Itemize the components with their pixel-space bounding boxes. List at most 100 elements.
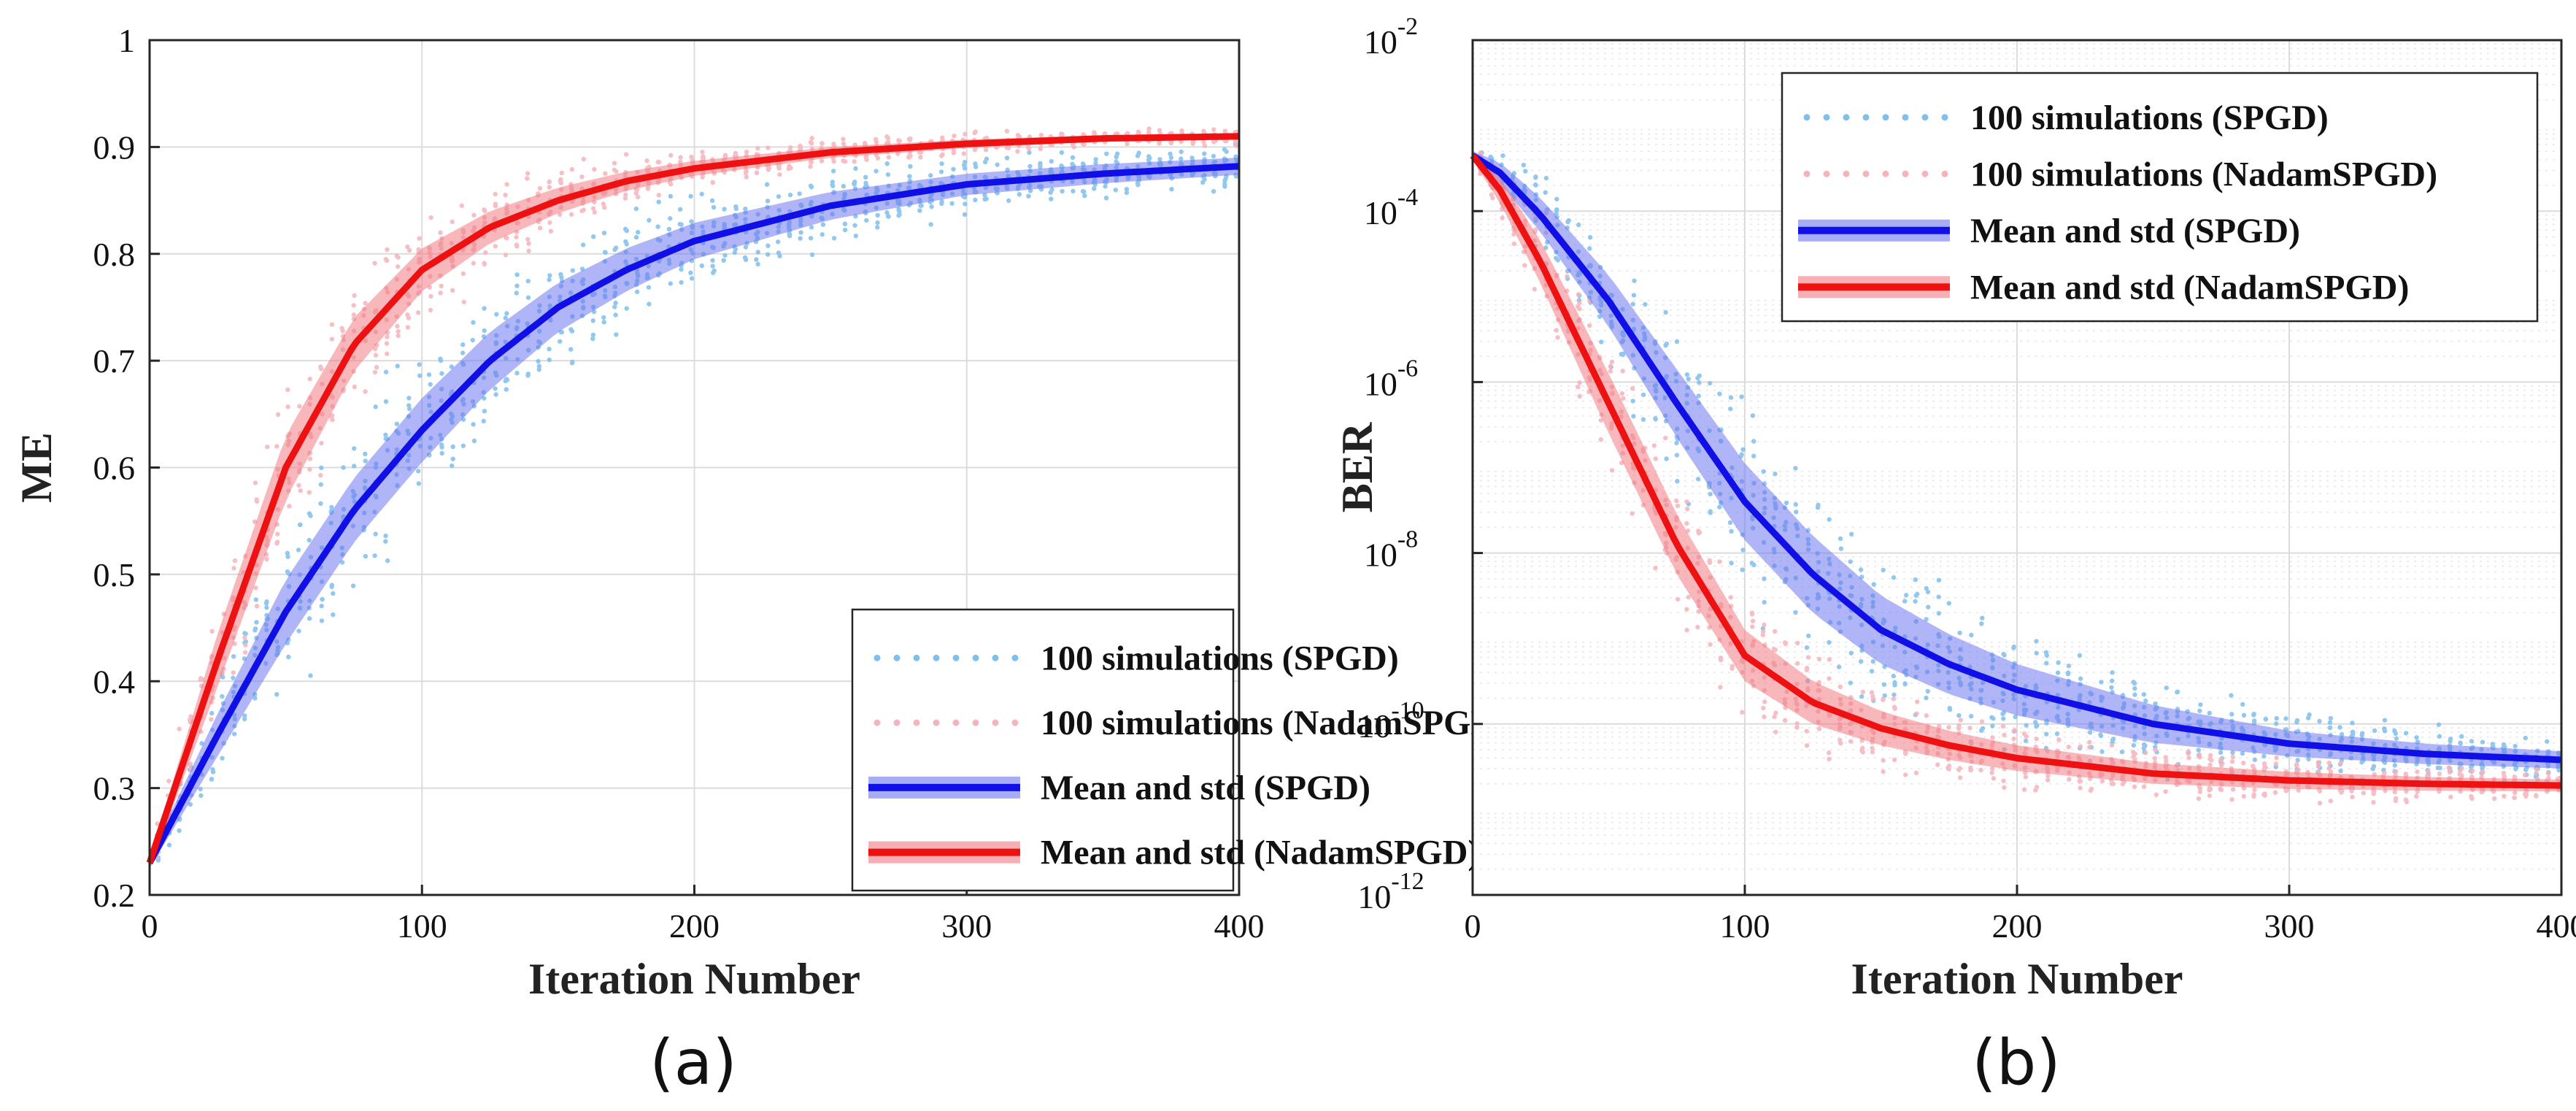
simulation-point [951, 166, 956, 172]
simulation-point [1728, 395, 1734, 400]
simulation-point [1576, 292, 1581, 297]
simulation-point [396, 328, 401, 334]
simulation-point [1631, 293, 1637, 298]
legend-dots-swatch [933, 654, 940, 661]
simulation-point [373, 531, 378, 537]
simulation-point [1989, 766, 1995, 772]
simulation-point [428, 382, 433, 387]
simulation-point [439, 371, 444, 376]
simulation-point [416, 481, 421, 486]
simulation-point [884, 209, 890, 215]
simulation-point [1881, 697, 1886, 702]
simulation-point [297, 404, 302, 409]
simulation-point [514, 234, 519, 239]
simulation-point [2164, 758, 2169, 764]
simulation-point [733, 204, 739, 209]
simulation-point [2240, 750, 2245, 756]
simulation-point [1135, 153, 1141, 158]
simulation-point [918, 203, 923, 208]
simulation-point [306, 616, 312, 621]
simulation-point [2337, 725, 2342, 730]
simulation-point [1924, 695, 1929, 701]
simulation-point [372, 553, 377, 558]
simulation-point [668, 153, 674, 158]
simulation-point [242, 716, 247, 722]
simulation-point [493, 201, 498, 207]
simulation-point [1686, 377, 1691, 382]
simulation-point [2207, 710, 2212, 716]
simulation-point [1881, 758, 1886, 763]
simulation-point [503, 253, 509, 258]
legend-dots-swatch [1902, 114, 1909, 121]
simulation-point [1979, 621, 1984, 626]
simulation-point [231, 675, 236, 680]
simulation-point [231, 654, 236, 659]
simulation-point [841, 141, 847, 147]
simulation-point [503, 315, 509, 320]
simulation-point [2119, 749, 2125, 755]
simulation-point [471, 438, 477, 444]
simulation-point [2197, 752, 2202, 757]
simulation-point [710, 270, 716, 275]
simulation-point [722, 253, 728, 258]
simulation-point [1113, 188, 1118, 193]
simulation-point [1632, 278, 1637, 283]
simulation-point [406, 247, 412, 253]
simulation-point [352, 293, 357, 299]
x-tick-label: 200 [669, 907, 720, 945]
simulation-point [1674, 339, 1680, 345]
simulation-point [2065, 672, 2071, 677]
simulation-point [678, 155, 683, 160]
simulation-point [2132, 692, 2137, 697]
simulation-point [514, 291, 519, 296]
simulation-point [1772, 714, 1777, 720]
legend-dots-swatch [893, 719, 901, 726]
simulation-point [351, 464, 357, 469]
simulation-point [514, 370, 520, 376]
simulation-point [1048, 190, 1053, 195]
simulation-point [2120, 781, 2126, 787]
simulation-point [2207, 793, 2213, 799]
simulation-point [438, 230, 443, 235]
simulation-point [285, 387, 290, 393]
simulation-point [2317, 718, 2322, 724]
simulation-point [601, 230, 607, 236]
simulation-point [2274, 756, 2279, 761]
simulation-point [470, 337, 475, 343]
simulation-point [1695, 477, 1701, 482]
simulation-point [613, 300, 618, 306]
x-tick-label: 100 [397, 907, 447, 945]
legend-dots-swatch [1011, 719, 1019, 726]
y-tick-exponent: -10 [1391, 697, 1424, 724]
simulation-point [2414, 735, 2419, 740]
legend-label: Mean and std (SPGD) [1041, 769, 1370, 807]
simulation-point [1555, 258, 1561, 263]
simulation-point [2437, 771, 2442, 777]
simulation-point [590, 336, 595, 342]
simulation-point [2403, 772, 2409, 777]
simulation-point [155, 821, 160, 826]
simulation-point [647, 301, 652, 307]
simulation-point [2436, 722, 2442, 727]
simulation-point [700, 155, 705, 160]
simulation-point [385, 334, 390, 339]
simulation-point [1071, 188, 1076, 194]
simulation-point [1717, 504, 1722, 510]
simulation-point [963, 201, 968, 207]
simulation-point [2359, 731, 2365, 736]
simulation-point [819, 158, 825, 164]
simulation-point [2164, 685, 2169, 691]
simulation-point [775, 239, 781, 245]
simulation-point [1978, 767, 1983, 773]
simulation-point [438, 356, 443, 361]
simulation-point [1038, 162, 1043, 167]
simulation-point [624, 306, 629, 311]
std-band-spgd [150, 158, 1239, 869]
simulation-point [885, 172, 891, 177]
legend-dots-swatch [1921, 170, 1929, 177]
simulation-point [777, 172, 782, 177]
simulation-point [2011, 737, 2016, 742]
simulation-point [2326, 766, 2332, 771]
simulation-point [2034, 723, 2039, 729]
simulation-point [1489, 192, 1495, 197]
